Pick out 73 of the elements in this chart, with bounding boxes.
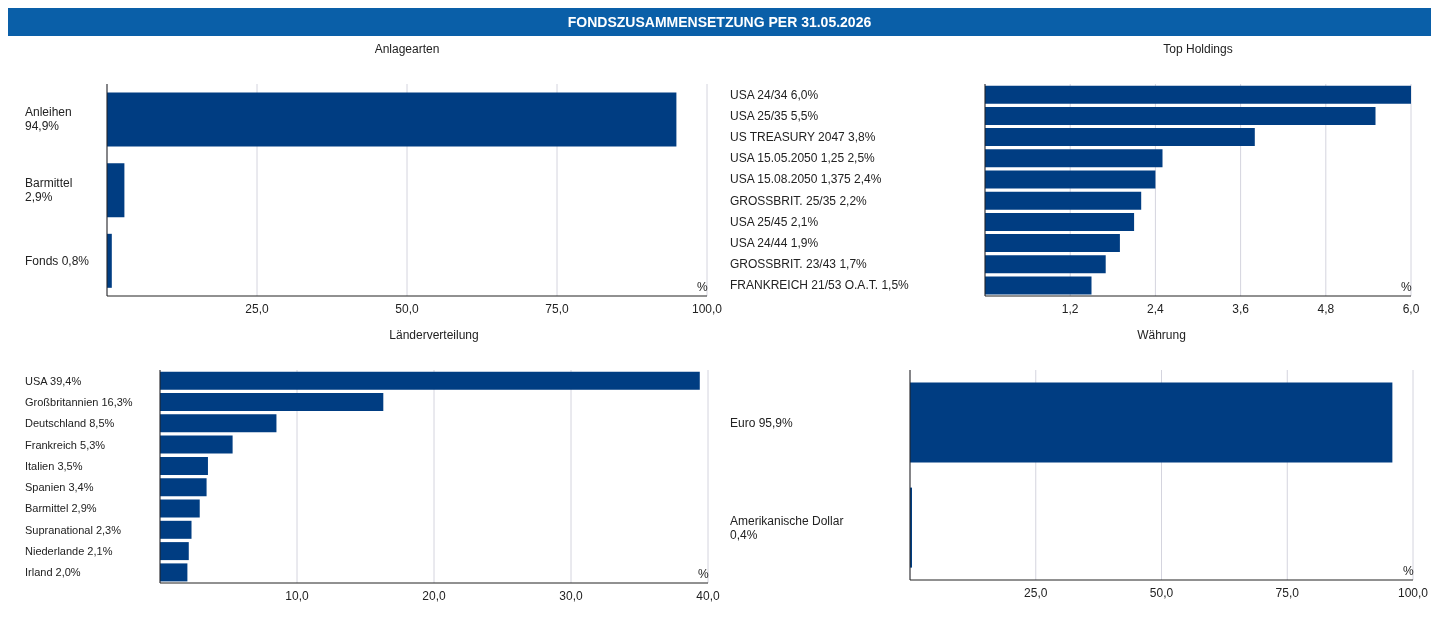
bar [160,456,208,475]
bar [160,499,200,518]
bar [985,128,1255,147]
y-tick-label: GROSSBRIT. 23/43 1,7% [729,256,868,274]
x-tick-label: 3,6 [1232,301,1250,316]
x-tick-label: 2,4 [1147,301,1165,316]
bar [107,92,677,147]
y-tick-label: USA 25/45 2,1% [729,213,820,231]
y-tick-label: Deutschland 8,5% [24,416,116,432]
bar [985,276,1092,295]
bar [985,170,1156,189]
chart-title: Top Holdings [1162,42,1234,56]
y-tick-label: Barmittel 2,9% [24,501,98,517]
y-tick-label: Italien 3,5% [24,458,84,474]
y-tick-label: FRANKREICH 21/53 O.A.T. 1,5% [729,277,910,295]
x-tick-label: 25,0 [245,301,269,316]
x-tick-label: 20,0 [422,588,446,603]
x-tick-label: 30,0 [559,588,583,603]
x-axis-title: % [698,567,709,581]
x-tick-label: 4,8 [1317,301,1335,316]
x-tick-label: 75,0 [545,301,569,316]
x-tick-label: 50,0 [395,301,419,316]
bar [160,435,233,454]
y-tick-label: Amerikanische Dollar 0,4% [729,512,845,544]
y-tick-label: USA 15.08.2050 1,375 2,4% [729,171,883,189]
y-tick-label: Anleihen 94,9% [24,104,73,136]
bar [160,563,188,582]
x-tick-label: 6,0 [1402,301,1420,316]
y-tick-label: USA 39,4% [24,373,83,389]
bar [107,163,125,218]
y-tick-label: USA 24/34 6,0% [729,86,820,104]
x-tick-label: 10,0 [285,588,309,603]
bar [160,393,384,411]
y-tick-label: GROSSBRIT. 25/35 2,2% [729,192,868,210]
x-tick-label: 75,0 [1275,585,1300,600]
chart-title: Anlagearten [373,42,441,56]
y-tick-label: Großbritannien 16,3% [24,394,134,410]
bar [160,414,277,433]
x-axis-title: % [1401,280,1412,294]
x-axis-title: % [697,280,708,294]
bar [160,542,189,561]
y-tick-label: Fonds 0,8% [24,252,91,270]
x-axis-title: % [1403,564,1414,578]
y-tick-label: USA 25/35 5,5% [729,107,820,125]
chart-title: Länderverteilung [388,328,480,342]
y-tick-label: Barmittel 2,9% [24,175,74,206]
bar [985,149,1163,168]
bar [985,191,1142,210]
x-tick-label: 100,0 [1397,585,1429,600]
y-tick-label: Irland 2,0% [24,565,82,581]
y-tick-label: USA 24/44 1,9% [729,235,820,252]
bar [160,371,700,390]
bar [985,85,1411,104]
bar [160,478,207,497]
y-tick-label: US TREASURY 2047 3,8% [729,129,877,146]
y-tick-label: Supranational 2,3% [24,522,122,538]
x-tick-label: 1,2 [1061,301,1079,316]
bar [985,106,1376,125]
x-tick-label: 100,0 [691,301,723,316]
x-tick-label: 40,0 [696,588,720,603]
y-tick-label: Euro 95,9% [729,414,794,432]
bar [985,255,1106,274]
bar [985,234,1120,253]
x-tick-label: 50,0 [1149,585,1174,600]
y-tick-label: USA 15.05.2050 1,25 2,5% [729,150,876,168]
y-tick-label: Spanien 3,4% [24,480,95,496]
x-tick-label: 25,0 [1024,585,1048,600]
y-tick-label: Niederlande 2,1% [24,544,114,559]
chart-title: Währung [1136,328,1187,342]
bar [160,520,192,539]
text: FONDSZUSAMMENSETZUNG PER 31.05.2026 [567,14,872,30]
bar [985,212,1135,231]
y-tick-label: Frankreich 5,3% [24,437,107,453]
